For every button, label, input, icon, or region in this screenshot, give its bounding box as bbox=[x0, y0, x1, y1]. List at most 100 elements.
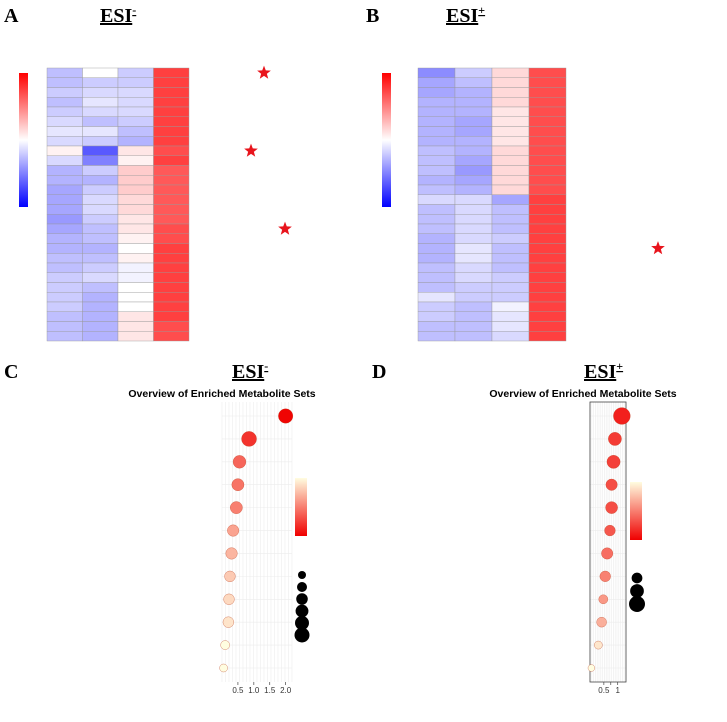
heatmap-cell-a-16-0 bbox=[46, 223, 83, 234]
heatmap-cell-b-10-0 bbox=[417, 165, 456, 176]
heatmap-cell-b-2-2 bbox=[491, 87, 530, 98]
bubble-c-purine-metabolism bbox=[219, 663, 228, 673]
heatmap-cell-b-21-2 bbox=[491, 272, 530, 283]
heatmap-cell-a-6-0 bbox=[46, 126, 83, 137]
heatmap-cell-a-8-1 bbox=[82, 145, 119, 156]
heatmap-cell-b-22-0 bbox=[417, 282, 456, 293]
heatmap-cell-b-14-2 bbox=[491, 204, 530, 215]
heatmap-cell-b-23-0 bbox=[417, 292, 456, 303]
x-tick-label-c-1: 1.0 bbox=[248, 686, 260, 695]
heatmap-cell-b-13-2 bbox=[491, 194, 530, 205]
heatmap-cell-a-6-2 bbox=[117, 126, 154, 137]
heatmap-cell-b-9-1 bbox=[454, 155, 493, 166]
bubble-c-tryptophan-metabolism bbox=[222, 616, 234, 628]
heatmap-cell-a-17-3 bbox=[153, 233, 190, 244]
panel-c-title-main: ESI bbox=[232, 361, 264, 383]
bubble-chart-c: 0.5 1.0 1.5 2.0 bbox=[219, 402, 310, 695]
heatmap-cell-b-24-2 bbox=[491, 301, 530, 312]
heatmap-cell-b-8-1 bbox=[454, 145, 493, 156]
bubble-c-pentose-and-glucuronate-interconversions bbox=[231, 478, 245, 491]
heatmap-cell-a-25-2 bbox=[117, 311, 154, 322]
heatmap-cell-a-11-0 bbox=[46, 175, 83, 186]
heatmap-cell-a-8-2 bbox=[117, 145, 154, 156]
heatmap-cell-b-10-2 bbox=[491, 165, 530, 176]
star-marker-1-methylnicotinamide bbox=[651, 241, 665, 255]
heatmap-cell-b-19-2 bbox=[491, 253, 530, 264]
heatmap-cell-a-4-3 bbox=[153, 106, 190, 117]
heatmap-cell-b-4-1 bbox=[454, 106, 493, 117]
heatmap-cell-b-18-0 bbox=[417, 243, 456, 254]
heatmap-cell-b-9-2 bbox=[491, 155, 530, 166]
heatmap-cell-b-17-3 bbox=[528, 233, 567, 244]
panel-b-title-sup: + bbox=[478, 3, 485, 17]
heatmap-b bbox=[382, 67, 665, 342]
bubble-d-starch-and-sucrose-metabolism bbox=[599, 570, 611, 582]
heatmap-cell-b-13-1 bbox=[454, 194, 493, 205]
heatmap-cell-a-24-0 bbox=[46, 301, 83, 312]
heatmap-cell-a-24-3 bbox=[153, 301, 190, 312]
heatmap-cell-b-9-0 bbox=[417, 155, 456, 166]
heatmap-cell-b-16-0 bbox=[417, 223, 456, 234]
heatmap-cell-b-5-1 bbox=[454, 116, 493, 127]
heatmap-cell-a-10-2 bbox=[117, 165, 154, 176]
heatmap-cell-b-23-2 bbox=[491, 292, 530, 303]
heatmap-cell-b-25-1 bbox=[454, 311, 493, 322]
size-legend-dot-d-2 bbox=[629, 596, 645, 612]
heatmap-cell-b-4-0 bbox=[417, 106, 456, 117]
heatmap-cell-b-18-1 bbox=[454, 243, 493, 254]
bubble-c-glycerophospholipid-metabolism bbox=[224, 570, 236, 582]
heatmap-cell-a-12-0 bbox=[46, 184, 83, 195]
heatmap-cell-a-3-1 bbox=[82, 97, 119, 108]
panel-c-title-sup: - bbox=[264, 359, 268, 373]
heatmap-cell-a-9-3 bbox=[153, 155, 190, 166]
heatmap-cell-b-27-2 bbox=[491, 331, 530, 342]
heatmap-cell-b-14-1 bbox=[454, 204, 493, 215]
bubble-d-pentose-phosphate-pathway bbox=[596, 617, 607, 628]
star-marker-l-tryptophan bbox=[244, 143, 258, 157]
heatmap-cell-a-27-2 bbox=[117, 331, 154, 342]
heatmap-cell-a-10-0 bbox=[46, 165, 83, 176]
panel-d-title-sup: + bbox=[616, 359, 623, 373]
heatmap-cell-a-4-0 bbox=[46, 106, 83, 117]
heatmap-cell-b-11-0 bbox=[417, 175, 456, 186]
heatmap-cell-a-26-1 bbox=[82, 321, 119, 332]
heatmap-cell-b-4-2 bbox=[491, 106, 530, 117]
heatmap-cell-b-27-1 bbox=[454, 331, 493, 342]
panel-letter-d: D bbox=[372, 361, 386, 383]
heatmap-cell-b-19-0 bbox=[417, 253, 456, 264]
heatmap-cell-a-11-3 bbox=[153, 175, 190, 186]
heatmap-cell-a-27-0 bbox=[46, 331, 83, 342]
heatmap-cell-a-7-2 bbox=[117, 136, 154, 147]
bubble-c-amino-sugar-and-nucleotide-sugar-metabolism bbox=[223, 593, 235, 605]
bubble-d-primary-bile-acid-biosynthesis bbox=[604, 525, 616, 537]
heatmap-cell-b-20-2 bbox=[491, 262, 530, 273]
heatmap-cell-b-6-2 bbox=[491, 126, 530, 137]
color-scale-bar-a bbox=[19, 73, 28, 207]
heatmap-cell-b-17-2 bbox=[491, 233, 530, 244]
heatmap-cell-b-1-3 bbox=[528, 77, 567, 88]
heatmap-cell-b-1-2 bbox=[491, 77, 530, 88]
heatmap-cell-b-21-0 bbox=[417, 272, 456, 283]
heatmap-cell-a-18-0 bbox=[46, 243, 83, 254]
heatmap-cell-b-12-2 bbox=[491, 184, 530, 195]
heatmap-cell-b-0-3 bbox=[528, 67, 567, 78]
heatmap-cell-b-24-3 bbox=[528, 301, 567, 312]
heatmap-cell-a-5-1 bbox=[82, 116, 119, 127]
panel-a-title-sup: - bbox=[132, 3, 136, 17]
heatmap-cell-a-3-0 bbox=[46, 97, 83, 108]
heatmap-cell-a-23-0 bbox=[46, 292, 83, 303]
heatmap-cell-b-3-2 bbox=[491, 97, 530, 108]
size-legend-dot-c-1 bbox=[296, 581, 308, 593]
bubble-c-porphyrin-and-chlorophyll-metabolism bbox=[225, 547, 238, 560]
x-tick-label-c-0: 0.5 bbox=[232, 686, 244, 695]
heatmap-cell-a-21-0 bbox=[46, 272, 83, 283]
heatmap-cell-a-20-2 bbox=[117, 262, 154, 273]
heatmap-cell-b-13-0 bbox=[417, 194, 456, 205]
heatmap-cell-b-18-2 bbox=[491, 243, 530, 254]
heatmap-cell-b-22-2 bbox=[491, 282, 530, 293]
bubble-c-glycerolipid-metabolism bbox=[232, 455, 247, 469]
heatmap-cell-a-21-1 bbox=[82, 272, 119, 283]
heatmap-cell-b-24-1 bbox=[454, 301, 493, 312]
heatmap-cell-a-1-0 bbox=[46, 77, 83, 88]
